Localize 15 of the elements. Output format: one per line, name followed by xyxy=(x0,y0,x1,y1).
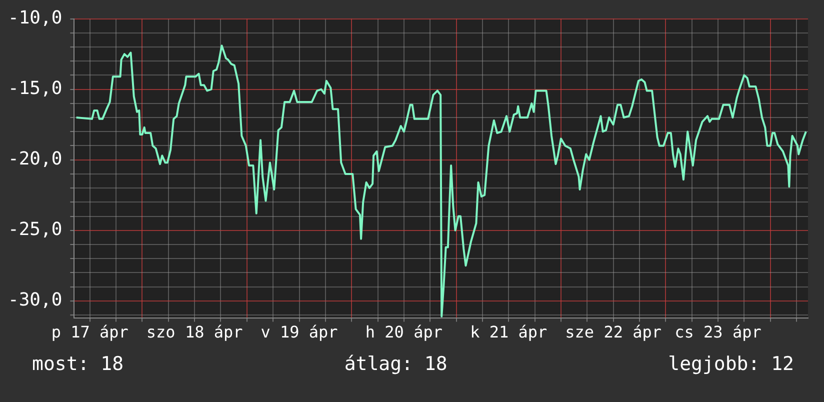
y-tick-label: -15,0 xyxy=(8,78,62,99)
x-tick-label: k 21 ápr xyxy=(470,322,548,342)
text: átlag: 18 xyxy=(344,353,448,375)
y-tick-label: -10,0 xyxy=(8,7,62,28)
x-tick-label: h 20 ápr xyxy=(365,322,443,342)
x-tick-label: sze 22 ápr xyxy=(565,322,662,342)
y-tick-label: -30,0 xyxy=(8,290,62,311)
x-tick-label: cs 23 ápr xyxy=(674,322,762,342)
y-tick-label: -20,0 xyxy=(8,148,62,170)
x-tick-label: v 19 ápr xyxy=(260,322,338,342)
x-tick-label: p 17 ápr xyxy=(51,322,129,342)
text: most: 18 xyxy=(32,353,124,375)
x-tick-label: szo 18 ápr xyxy=(146,322,244,342)
y-tick-label: -25,0 xyxy=(8,219,62,240)
text: legjobb: 12 xyxy=(668,353,794,375)
